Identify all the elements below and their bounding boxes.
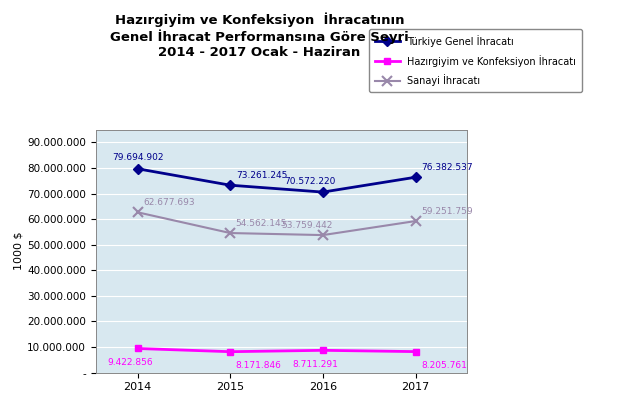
- Text: 73.261.245: 73.261.245: [235, 171, 287, 180]
- Text: 9.422.856: 9.422.856: [107, 358, 153, 367]
- Text: 8.205.761: 8.205.761: [421, 361, 467, 370]
- Text: 76.382.537: 76.382.537: [421, 163, 473, 172]
- Legend: Türkiye Genel İhracatı, Hazırgiyim ve Konfeksiyon İhracatı, Sanayi İhracatı: Türkiye Genel İhracatı, Hazırgiyim ve Ko…: [370, 29, 582, 92]
- Text: 62.677.693: 62.677.693: [143, 198, 195, 207]
- Text: 79.694.902: 79.694.902: [112, 153, 164, 162]
- Text: 8.711.291: 8.711.291: [292, 360, 338, 369]
- Text: 53.759.442: 53.759.442: [281, 221, 332, 230]
- Text: 54.562.145: 54.562.145: [235, 219, 287, 228]
- Text: 8.171.846: 8.171.846: [235, 361, 282, 370]
- Y-axis label: 1000 $: 1000 $: [13, 232, 23, 271]
- Text: 70.572.220: 70.572.220: [284, 177, 336, 186]
- Text: 59.251.759: 59.251.759: [421, 207, 473, 216]
- Text: Hazırgiyim ve Konfeksiyon  İhracatının
Genel İhracat Performansına Göre Seyri
20: Hazırgiyim ve Konfeksiyon İhracatının Ge…: [110, 12, 409, 59]
